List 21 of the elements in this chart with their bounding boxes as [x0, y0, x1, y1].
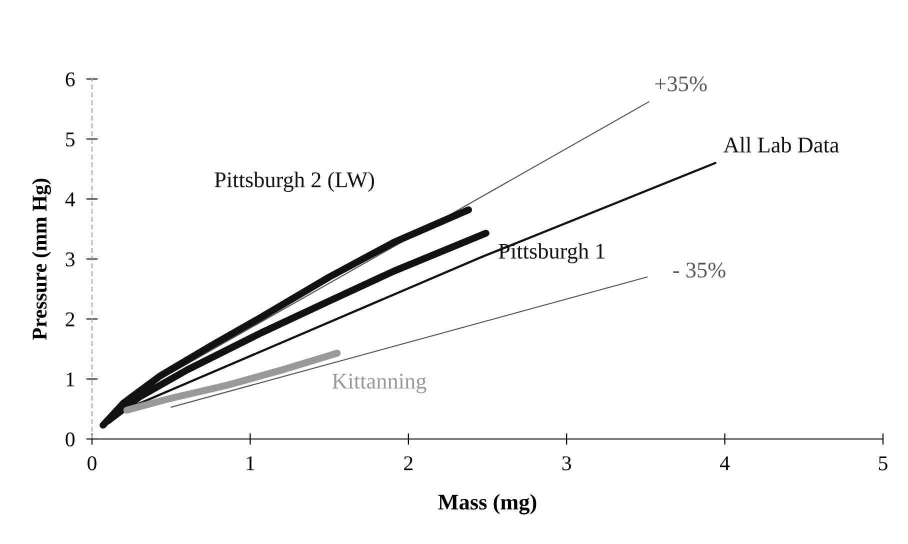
y-tick-label: 0	[66, 432, 75, 446]
x-tick-label: 5	[879, 456, 888, 470]
y-tick-label: 6	[66, 72, 75, 86]
y-tick-label: 5	[66, 132, 75, 146]
x-tick-label: 0	[88, 456, 96, 470]
series-label: +35%	[655, 76, 707, 92]
x-tick-label: 1	[246, 456, 254, 470]
series-label: Kittanning	[332, 374, 426, 394]
text: Pittsburgh 2 (LW)	[214, 172, 374, 192]
y-tick-label: 3	[66, 252, 75, 266]
series-label: All Lab Data	[724, 136, 840, 153]
series-label: - 35%	[673, 262, 726, 278]
x-tick-label: 3	[562, 456, 571, 470]
y-tick-label: 1	[66, 372, 74, 386]
y-tick-label: 4	[65, 192, 76, 206]
y-axis-title: Pressure (mm Hg)	[32, 178, 52, 340]
x-axis-title: Mass (mg)	[438, 494, 536, 514]
x-tick-label: 2	[404, 456, 412, 470]
x-tick-label: 4	[720, 456, 730, 470]
series-label: Pittsburgh 1	[498, 243, 604, 264]
y-tick-label: 2	[66, 312, 74, 326]
